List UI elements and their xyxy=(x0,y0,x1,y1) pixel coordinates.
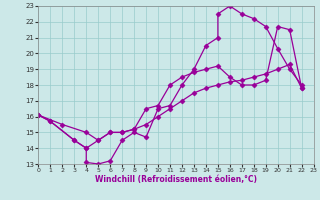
X-axis label: Windchill (Refroidissement éolien,°C): Windchill (Refroidissement éolien,°C) xyxy=(95,175,257,184)
